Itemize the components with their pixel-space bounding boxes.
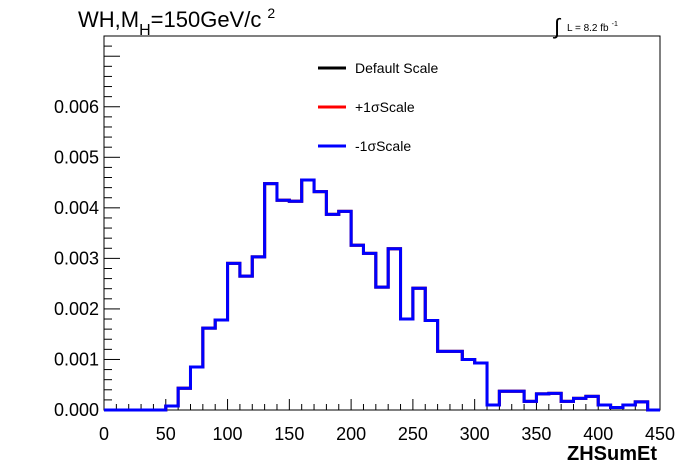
series-layer: [104, 178, 660, 412]
series-line-3: [104, 178, 660, 412]
x-tick-label: 200: [336, 424, 366, 444]
x-tick-label: 50: [156, 424, 176, 444]
x-tick-label: 300: [460, 424, 490, 444]
x-tick-label: 350: [521, 424, 551, 444]
chart-title: WH,MH=150GeV/c 2: [78, 5, 275, 39]
plot-frame: [103, 35, 661, 411]
legend-label: Default Scale: [355, 60, 438, 76]
x-tick-label: 100: [213, 424, 243, 444]
legend-label: -1σScale: [355, 138, 411, 154]
integral-sign: ∫: [552, 14, 562, 39]
x-tick-label: 250: [398, 424, 428, 444]
y-tick-label: 0.001: [54, 349, 99, 369]
chart-title-subscript: H: [139, 22, 151, 39]
x-tick-label: 150: [274, 424, 304, 444]
y-tick-label: 0.004: [54, 198, 99, 218]
chart-title-rest: =150GeV/c: [151, 7, 262, 32]
y-tick-label: 0.005: [54, 147, 99, 167]
luminosity-label: L = 8.2 fb -1: [567, 21, 618, 34]
luminosity-superscript: -1: [612, 21, 618, 28]
y-tick-label: 0.006: [54, 97, 99, 117]
legend-label: +1σScale: [355, 99, 415, 115]
legend: Default Scale +1σScale -1σScale: [318, 60, 438, 154]
x-tick-label: 450: [645, 424, 675, 444]
y-tick-label: 0.000: [54, 400, 99, 420]
y-tick-label: 0.002: [54, 299, 99, 319]
x-tick-label: 0: [99, 424, 109, 444]
chart-title-superscript: 2: [267, 5, 275, 21]
axes: 0 50 100 150 200 250 300 350 400 450 0.000 0.001 0.0…: [54, 35, 675, 444]
y-tick-label: 0.003: [54, 248, 99, 268]
x-axis-label: ZHSumEt: [567, 443, 657, 465]
x-tick-label: 400: [583, 424, 613, 444]
